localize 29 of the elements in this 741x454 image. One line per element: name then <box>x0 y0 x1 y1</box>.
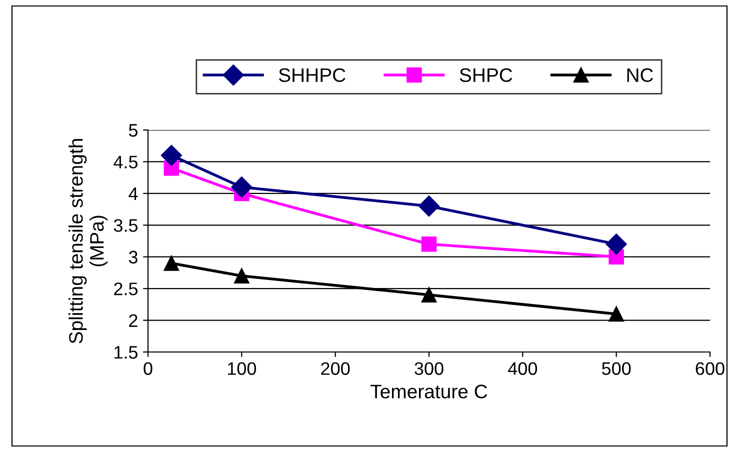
y-tick-label: 1.5 <box>114 346 138 359</box>
point <box>164 256 180 271</box>
legend-label: NC <box>627 68 654 82</box>
y-tick-label: 5 <box>128 124 138 137</box>
x-tick-label: 600 <box>696 362 724 375</box>
x-tick-label: 100 <box>228 362 256 375</box>
point <box>234 268 250 284</box>
x-tick-label: 200 <box>321 362 350 375</box>
x-tick-label: 400 <box>508 362 538 375</box>
x-tick-label: 0 <box>144 362 152 375</box>
point <box>231 176 252 198</box>
point <box>608 306 624 322</box>
point <box>421 287 437 303</box>
y-tick-label: 2 <box>129 314 138 327</box>
y-tick-label: 4 <box>128 188 138 200</box>
y-tick-label: 3.5 <box>114 219 138 232</box>
legend-label: SHPC <box>460 68 512 82</box>
point <box>418 196 440 217</box>
x-tick-label: 300 <box>414 362 444 375</box>
x-tick-label: 500 <box>602 362 631 375</box>
point <box>421 236 437 252</box>
y-tick-label: 3 <box>128 250 138 264</box>
legend-label: SHHPC <box>278 68 346 82</box>
point <box>606 234 627 255</box>
point <box>160 144 182 166</box>
y-axis-title: Splitting tensile strength (MPa) <box>68 139 108 344</box>
x-axis-title: Temerature C <box>370 384 488 398</box>
y-tick-label: 2.5 <box>114 282 138 296</box>
y-tick-label: 4.5 <box>114 156 138 168</box>
